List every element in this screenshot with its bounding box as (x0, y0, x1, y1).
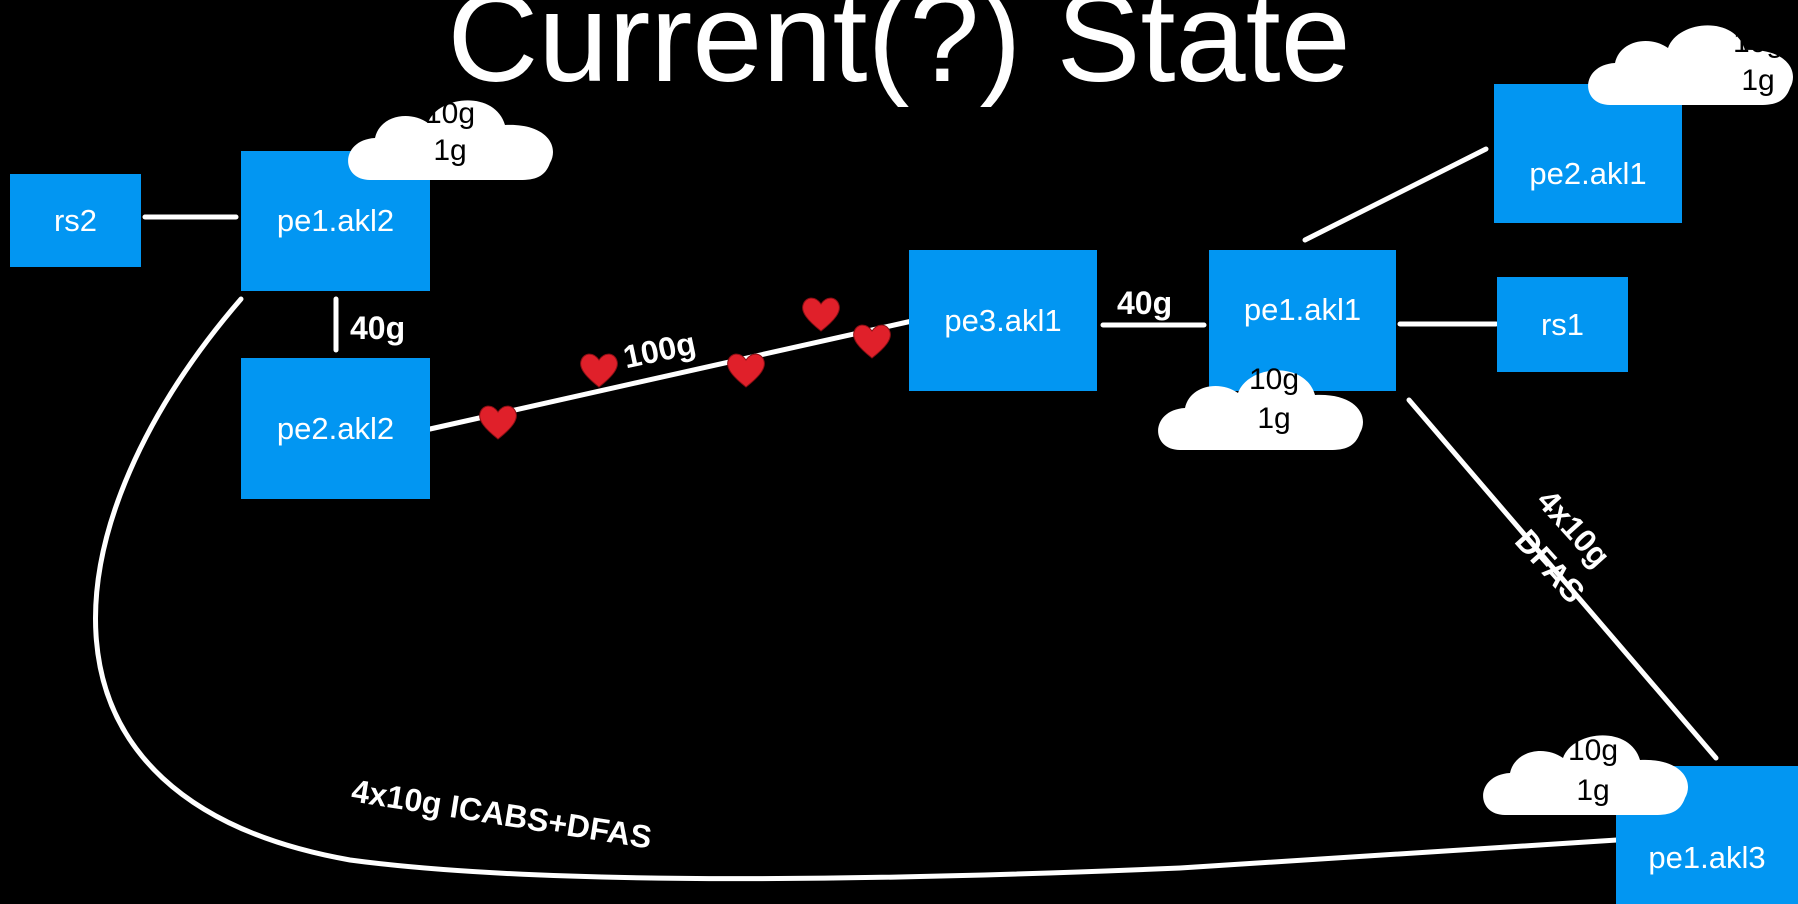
cloud-icon (1483, 735, 1688, 815)
node-pe1-akl1[interactable]: pe1.akl1 (1209, 250, 1396, 391)
heart-icon (853, 324, 891, 359)
link-label-akl2-vertical: 40g (350, 310, 406, 346)
link-pe1akl2-pe1akl3 (93, 296, 1620, 882)
node-pe3-akl1[interactable]: pe3.akl1 (909, 250, 1097, 391)
heart-icon (802, 297, 840, 332)
node-label: pe1.akl2 (276, 203, 395, 238)
cloud-line2: 1g (433, 134, 467, 167)
link-pe1akl1-pe1akl3 (1406, 397, 1719, 761)
cloud-line1: 10g (424, 97, 476, 130)
cloud-line2: 1g (1576, 774, 1610, 807)
node-label: pe1.akl1 (1243, 291, 1362, 327)
node-label: rs2 (53, 202, 98, 238)
cloud-icon (348, 100, 553, 180)
heart-icon (479, 405, 517, 440)
cloud-line1: 10g (1248, 363, 1300, 396)
link-label-pe3-pe1: 40g (1117, 285, 1173, 321)
cloud-line1: 10g (1732, 26, 1784, 59)
cloud-icon (1158, 370, 1363, 450)
cloud-akl3: 10g 1g (1475, 720, 1695, 820)
cloud-akl2: 10g 1g (340, 85, 560, 185)
cloud-line2: 1g (1741, 64, 1775, 97)
node-label: pe2.akl2 (276, 410, 395, 446)
cloud-icon (1588, 25, 1793, 106)
node-label: rs1 (1540, 306, 1585, 342)
node-pe2-akl1[interactable]: pe2.akl1 (1494, 84, 1682, 223)
cloud-line1: 10g (1567, 734, 1619, 767)
cloud-akl1-top: 10g 1g (1580, 10, 1798, 110)
slide-title: Current(?) State (447, 0, 1351, 108)
node-label: pe2.akl1 (1529, 155, 1647, 191)
node-rs1[interactable]: rs1 (1497, 277, 1628, 372)
cloud-akl1-mid: 10g 1g (1150, 355, 1370, 455)
cloud-line2: 1g (1257, 402, 1291, 435)
heart-icon (580, 353, 618, 388)
link-pe1akl1-pe2akl1 (1302, 146, 1489, 243)
node-label: pe1.akl3 (1648, 839, 1766, 875)
heart-icon (727, 353, 765, 388)
node-label: pe3.akl1 (944, 302, 1062, 338)
node-pe2-akl2[interactable]: pe2.akl2 (241, 358, 430, 499)
node-rs2[interactable]: rs2 (10, 174, 141, 267)
